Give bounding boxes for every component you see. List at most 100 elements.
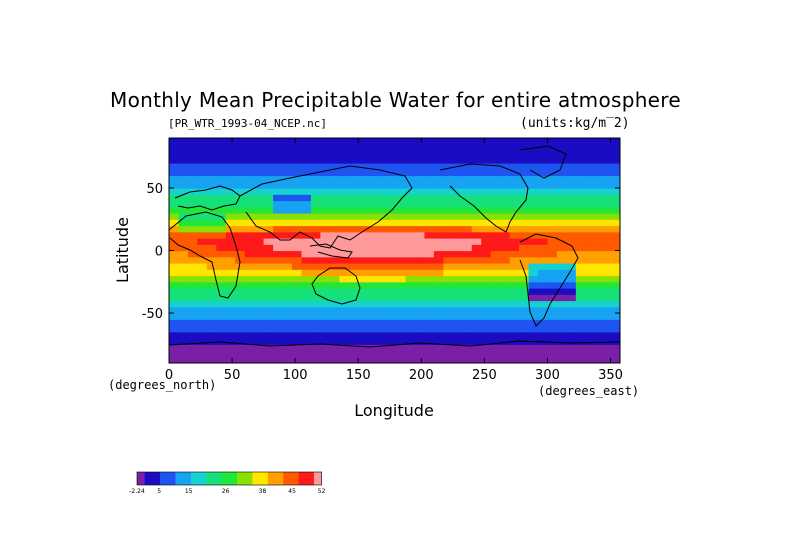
heatmap-cell (415, 200, 426, 208)
heatmap-cell (585, 350, 596, 358)
heatmap-cell (273, 225, 284, 233)
heatmap-cell (452, 156, 463, 164)
colorbar-swatch (252, 472, 269, 485)
heatmap-cell (358, 281, 369, 289)
heatmap-cell (424, 169, 435, 177)
file-label: [PR_WTR_1993-04_NCEP.nc] (168, 117, 327, 130)
heatmap-cell (197, 163, 208, 170)
heatmap-cell (500, 275, 511, 283)
heatmap-cell (225, 256, 236, 264)
heatmap-cell (594, 288, 605, 295)
heatmap-cell (254, 256, 265, 264)
heatmap-cell (585, 244, 596, 252)
heatmap-cell (197, 188, 208, 195)
heatmap-cell (377, 188, 388, 195)
heatmap-cell (263, 356, 274, 363)
heatmap-cell (613, 288, 620, 295)
heatmap-cell (216, 331, 227, 339)
heatmap-cell (254, 144, 265, 152)
heatmap-cell (320, 281, 331, 289)
heatmap-cell (169, 275, 180, 283)
heatmap-cell (452, 144, 463, 152)
heatmap-cell (244, 219, 255, 227)
heatmap-cell (386, 356, 397, 363)
heatmap-cell (500, 338, 511, 345)
heatmap-cell (613, 175, 620, 183)
heatmap-cell (301, 194, 312, 202)
heatmap-cell (187, 288, 198, 295)
heatmap-cell (462, 188, 473, 195)
heatmap-cell (490, 144, 501, 152)
heatmap-cell (329, 319, 340, 327)
heatmap-cell (538, 144, 549, 152)
heatmap-cell (471, 250, 482, 258)
heatmap-cell (452, 138, 463, 145)
heatmap-cell (566, 319, 577, 327)
heatmap-cell (575, 244, 586, 252)
heatmap-cell (235, 269, 246, 277)
heatmap-cell (424, 319, 435, 327)
heatmap-cell (206, 150, 217, 158)
heatmap-cell (509, 194, 520, 202)
heatmap-cell (386, 163, 397, 170)
heatmap-cell (282, 325, 293, 333)
heatmap-cell (292, 313, 303, 320)
colorbar: -2.24 5 15 26 38 45 52 (129, 471, 326, 495)
heatmap-cell (339, 294, 350, 302)
heatmap-cell (556, 175, 567, 183)
heatmap-cell (538, 156, 549, 164)
heatmap-cell (424, 231, 435, 239)
heatmap-cell (528, 306, 539, 314)
heatmap-cell (566, 200, 577, 208)
heatmap-cell (566, 313, 577, 320)
heatmap-cell (292, 206, 303, 214)
heatmap-cell (575, 181, 586, 189)
heatmap-cell (377, 306, 388, 314)
heatmap-cell (197, 219, 208, 227)
heatmap-cell (292, 181, 303, 189)
heatmap-cell (415, 338, 426, 345)
colorbar-label: -2.24 (129, 488, 145, 495)
heatmap-cell (263, 281, 274, 289)
heatmap-cell (594, 356, 605, 363)
colorbar-swatch (237, 472, 253, 485)
heatmap-cell (292, 225, 303, 233)
heatmap-cell (244, 144, 255, 152)
heatmap-cell (405, 194, 416, 202)
heatmap-cell (197, 181, 208, 189)
heatmap-cell (594, 194, 605, 202)
heatmap-cell (273, 356, 284, 363)
heatmap-cell (528, 225, 539, 233)
heatmap-cell (452, 288, 463, 295)
heatmap-cell (206, 313, 217, 320)
heatmap-cell (585, 225, 596, 233)
heatmap-cell (547, 188, 558, 195)
heatmap-cell (348, 331, 359, 339)
heatmap-cell (310, 194, 321, 202)
heatmap-cell (556, 319, 567, 327)
heatmap-cell (339, 250, 350, 258)
heatmap-cell (282, 250, 293, 258)
heatmap-cell (604, 256, 615, 264)
heatmap-cell (320, 213, 331, 220)
heatmap-cell (178, 213, 189, 220)
heatmap-cell (509, 231, 520, 239)
heatmap-cell (320, 263, 331, 270)
heatmap-cell (490, 250, 501, 258)
heatmap-cell (263, 269, 274, 277)
heatmap-cell (415, 181, 426, 189)
heatmap-cell (481, 269, 492, 277)
heatmap-cell (613, 169, 620, 177)
heatmap-cell (462, 294, 473, 302)
heatmap-cell (273, 163, 284, 170)
heatmap-cell (292, 288, 303, 295)
heatmap-cell (481, 163, 492, 170)
heatmap-cell (481, 344, 492, 352)
heatmap-cell (443, 163, 454, 170)
heatmap-cell (575, 350, 586, 358)
heatmap-cell (197, 269, 208, 277)
heatmap-cell (216, 356, 227, 363)
heatmap-cell (206, 269, 217, 277)
heatmap-cell (585, 275, 596, 283)
heatmap-cell (292, 175, 303, 183)
